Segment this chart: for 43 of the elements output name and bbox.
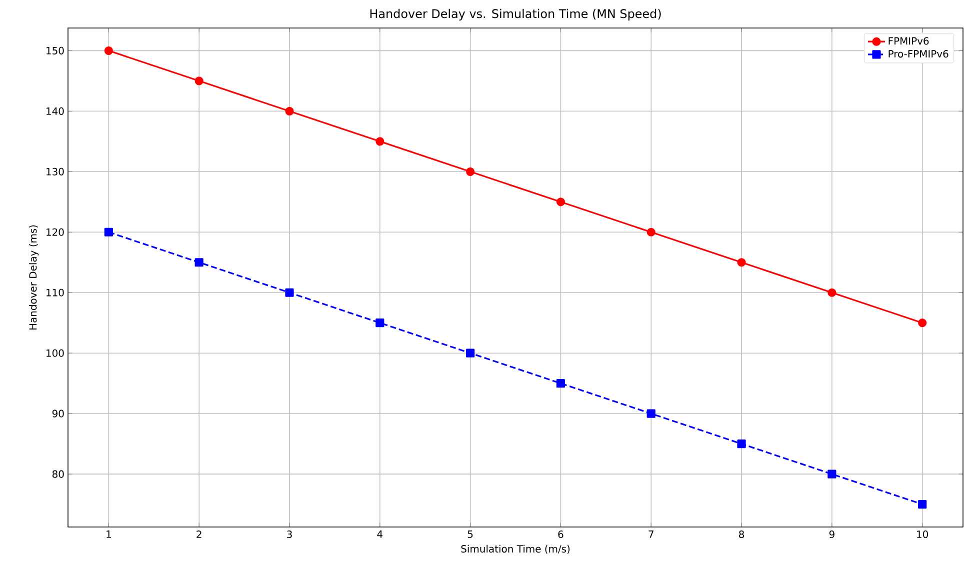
y-tick-label: 140 xyxy=(46,107,64,115)
y-tick-label: 90 xyxy=(52,410,64,418)
chart-title: Handover Delay vs. Simulation Time (MN Speed) xyxy=(370,8,661,20)
x-tick-label: 7 xyxy=(648,530,654,538)
y-tick-label: 130 xyxy=(46,168,64,176)
legend-label: FPMIPv6 xyxy=(888,37,929,45)
point xyxy=(918,318,927,328)
x-tick-label: 9 xyxy=(829,530,834,538)
x-axis-title: Simulation Time (m/s) xyxy=(461,544,570,554)
point xyxy=(376,318,384,328)
y-tick-label: 100 xyxy=(46,349,64,357)
y-tick-label: 110 xyxy=(46,288,64,296)
point xyxy=(556,379,566,388)
x-tick-label: 4 xyxy=(377,530,383,538)
point xyxy=(646,228,656,236)
point xyxy=(194,258,204,267)
x-tick-label: 5 xyxy=(468,530,473,538)
point xyxy=(918,500,927,509)
point xyxy=(104,46,113,55)
x-tick-label: 6 xyxy=(558,530,564,538)
point xyxy=(285,288,294,297)
point xyxy=(828,288,836,297)
point xyxy=(828,470,836,478)
y-tick-label: 120 xyxy=(46,228,64,236)
x-tick-label: 8 xyxy=(739,530,744,538)
point xyxy=(466,167,475,176)
point xyxy=(376,137,384,146)
x-tick-label: 3 xyxy=(287,530,292,538)
x-tick-label: 2 xyxy=(196,530,202,538)
point xyxy=(104,228,113,236)
legend-label: Pro-FPMIPv6 xyxy=(888,50,948,58)
y-tick-label: 80 xyxy=(52,470,64,478)
point xyxy=(466,348,475,358)
point xyxy=(737,258,746,267)
point xyxy=(646,409,656,418)
point xyxy=(737,440,746,448)
y-tick-label: 150 xyxy=(46,46,64,54)
x-tick-label: 10 xyxy=(917,530,928,538)
y-axis-title: Handover Delay (ms) xyxy=(28,225,39,330)
point xyxy=(285,106,294,116)
x-tick-label: 1 xyxy=(106,530,111,538)
point xyxy=(194,76,204,86)
point xyxy=(556,198,566,206)
